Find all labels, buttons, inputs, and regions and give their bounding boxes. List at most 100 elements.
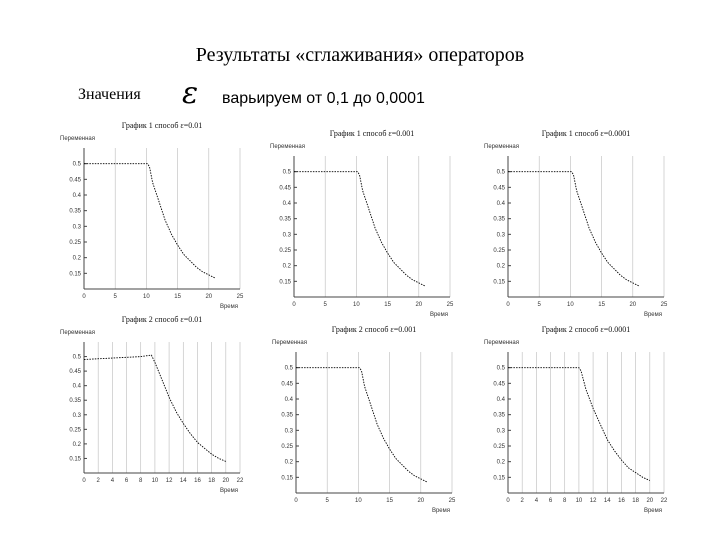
y-tick-label: 0.5: [497, 366, 506, 372]
x-tick-label: 2: [521, 498, 525, 504]
chart-6-method2-eps-0-0001: График 2 способ ε=0.0001 Переменная 0 2 4 6 8 1…: [482, 322, 672, 517]
x-tick-label: 12: [166, 478, 173, 484]
y-axis-label: Переменная: [270, 144, 305, 150]
y-tick-label: 0.25: [281, 444, 293, 450]
y-tick-label: 0.5: [497, 170, 506, 176]
x-tick-label: 4: [111, 478, 115, 484]
y-tick-label: 0.45: [69, 369, 81, 375]
x-tick-label: 15: [174, 294, 181, 300]
x-tick-label: 0: [506, 302, 510, 308]
y-tick-label: 0.3: [285, 428, 294, 434]
chart-svg: График 1 способ ε=0.01 Переменная 0 5 10 15 20…: [60, 121, 244, 310]
x-tick-label: 0: [506, 498, 510, 504]
series-line: [508, 367, 650, 481]
y-tick-label: 0.5: [283, 170, 292, 176]
y-tick-label: 0.2: [497, 460, 506, 466]
y-tick-label: 0.3: [497, 232, 506, 238]
x-axis-label: Время: [220, 304, 238, 310]
series-line: [84, 163, 216, 279]
y-tick-label: 0.35: [493, 217, 505, 223]
y-tick-label: 0.5: [285, 366, 294, 372]
chart-svg: График 2 способ ε=0.001 Переменная 0 5 10 15 2…: [272, 325, 456, 514]
x-tick-label: 10: [353, 302, 360, 308]
y-tick-label: 0.25: [279, 248, 291, 254]
y-tick-label: 0.25: [493, 444, 505, 450]
series-line: [294, 171, 426, 287]
series-line: [296, 367, 428, 483]
y-tick-label: 0.3: [73, 413, 82, 419]
x-tick-label: 2: [97, 478, 101, 484]
x-tick-label: 10: [355, 498, 362, 504]
x-axis-label: Время: [432, 508, 450, 514]
x-tick-label: 25: [447, 302, 454, 308]
x-tick-label: 20: [646, 498, 653, 504]
y-tick-label: 0.4: [497, 397, 506, 403]
chart-svg: График 2 способ ε=0.0001 Переменная 0 2 4 6 8 1…: [484, 325, 668, 514]
x-tick-label: 10: [567, 302, 574, 308]
x-axis-label: Время: [644, 508, 662, 514]
x-tick-label: 0: [82, 478, 86, 484]
y-tick-label: 0.2: [73, 256, 82, 262]
x-tick-label: 15: [598, 302, 605, 308]
x-tick-label: 0: [294, 498, 298, 504]
x-tick-label: 5: [326, 498, 330, 504]
x-tick-label: 6: [549, 498, 553, 504]
y-tick-label: 0.2: [497, 264, 506, 270]
x-tick-label: 0: [292, 302, 296, 308]
y-tick-label: 0.35: [279, 217, 291, 223]
y-tick-label: 0.4: [283, 201, 292, 207]
y-tick-label: 0.4: [285, 397, 294, 403]
y-tick-label: 0.35: [493, 413, 505, 419]
chart-2-eps-0-001: График 1 способ ε=0.001 Переменная 0 5 10 15 2…: [268, 126, 458, 321]
y-tick-label: 0.15: [69, 271, 81, 277]
x-tick-label: 20: [629, 302, 636, 308]
chart-title: График 2 способ ε=0.001: [332, 325, 417, 334]
y-tick-label: 0.3: [73, 224, 82, 230]
y-tick-label: 0.45: [279, 185, 291, 191]
y-tick-label: 0.25: [69, 240, 81, 246]
y-tick-label: 0.4: [73, 193, 82, 199]
x-tick-label: 25: [661, 302, 668, 308]
chart-5-method2-eps-0-001: График 2 способ ε=0.001 Переменная 0 5 10 15 2…: [270, 322, 460, 517]
y-tick-label: 0.15: [493, 475, 505, 481]
x-tick-label: 14: [180, 478, 187, 484]
y-tick-label: 0.45: [493, 185, 505, 191]
x-tick-label: 10: [576, 498, 583, 504]
varying-range-text: варьируем от 0,1 до 0,0001: [222, 90, 425, 107]
y-axis-label: Переменная: [60, 136, 95, 142]
chart-title: График 2 способ ε=0.0001: [542, 325, 631, 334]
x-tick-label: 15: [384, 302, 391, 308]
chart-title: График 2 способ ε=0.01: [122, 315, 203, 324]
x-tick-label: 8: [139, 478, 143, 484]
x-tick-label: 15: [386, 498, 393, 504]
x-tick-label: 25: [237, 294, 244, 300]
y-tick-label: 0.5: [73, 162, 82, 168]
x-tick-label: 25: [449, 498, 456, 504]
x-tick-label: 22: [237, 478, 244, 484]
y-axis-label: Переменная: [272, 340, 307, 346]
x-tick-label: 5: [324, 302, 328, 308]
y-tick-label: 0.15: [69, 456, 81, 462]
y-axis-label: Переменная: [484, 144, 519, 150]
y-tick-label: 0.15: [281, 475, 293, 481]
series-line: [508, 171, 640, 287]
x-tick-label: 18: [208, 478, 215, 484]
x-tick-label: 6: [125, 478, 129, 484]
y-tick-label: 0.3: [283, 232, 292, 238]
y-tick-label: 0.3: [497, 428, 506, 434]
x-tick-label: 4: [535, 498, 539, 504]
x-axis-label: Время: [220, 488, 238, 494]
chart-title: График 1 способ ε=0.001: [330, 129, 415, 138]
y-tick-label: 0.15: [493, 279, 505, 285]
x-tick-label: 16: [194, 478, 201, 484]
x-tick-label: 0: [82, 294, 86, 300]
x-tick-label: 5: [114, 294, 118, 300]
y-tick-label: 0.45: [281, 381, 293, 387]
x-tick-label: 20: [417, 498, 424, 504]
x-tick-label: 5: [538, 302, 542, 308]
chart-3-eps-0-0001: График 1 способ ε=0.0001 Переменная 0 5 10 15…: [482, 126, 672, 321]
y-tick-label: 0.25: [493, 248, 505, 254]
slide-title: Результаты «сглаживания» операторов: [195, 44, 525, 66]
y-tick-label: 0.2: [285, 460, 294, 466]
